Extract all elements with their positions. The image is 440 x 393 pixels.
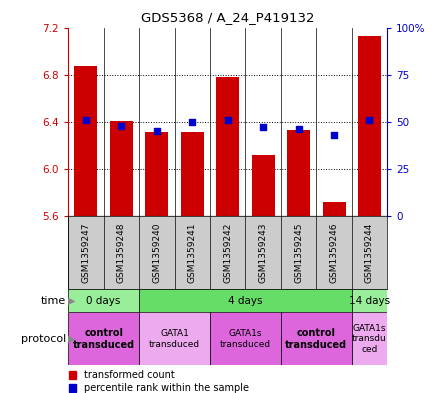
Bar: [216, 77, 239, 216]
Bar: [68, 312, 139, 365]
Text: GSM1359242: GSM1359242: [223, 222, 232, 283]
Text: GSM1359248: GSM1359248: [117, 222, 126, 283]
Bar: [323, 202, 345, 216]
Bar: [287, 130, 310, 216]
Title: GDS5368 / A_24_P419132: GDS5368 / A_24_P419132: [141, 11, 315, 24]
Text: control
transduced: control transduced: [285, 328, 347, 350]
Text: GSM1359246: GSM1359246: [330, 222, 338, 283]
Text: GSM1359241: GSM1359241: [188, 222, 197, 283]
Point: [295, 126, 302, 132]
Text: GSM1359244: GSM1359244: [365, 222, 374, 283]
Bar: [74, 66, 97, 216]
Text: 14 days: 14 days: [349, 296, 390, 306]
Bar: [139, 312, 210, 365]
Text: protocol: protocol: [21, 334, 66, 344]
Point: [189, 119, 196, 125]
Bar: [139, 289, 352, 312]
Text: GATA1
transduced: GATA1 transduced: [149, 329, 200, 349]
Text: 0 days: 0 days: [86, 296, 121, 306]
Bar: [358, 36, 381, 216]
Point: [366, 117, 373, 123]
Legend: transformed count, percentile rank within the sample: transformed count, percentile rank withi…: [69, 370, 249, 393]
Text: ▶: ▶: [68, 334, 75, 344]
Point: [82, 117, 89, 123]
Text: control
transduced: control transduced: [73, 328, 135, 350]
Point: [224, 117, 231, 123]
Point: [118, 123, 125, 129]
Bar: [110, 121, 133, 216]
Bar: [181, 132, 204, 216]
Bar: [210, 312, 281, 365]
Text: GSM1359243: GSM1359243: [259, 222, 268, 283]
Text: GATA1s
transduced: GATA1s transduced: [220, 329, 271, 349]
Bar: [352, 289, 387, 312]
Point: [330, 132, 337, 138]
Text: GSM1359240: GSM1359240: [152, 222, 161, 283]
Bar: [145, 132, 169, 216]
Bar: [352, 312, 387, 365]
Text: GSM1359247: GSM1359247: [81, 222, 91, 283]
Text: GATA1s
transdu
ced: GATA1s transdu ced: [352, 324, 387, 354]
Text: time: time: [41, 296, 66, 306]
Text: 4 days: 4 days: [228, 296, 263, 306]
Point: [153, 128, 160, 134]
Text: ▶: ▶: [68, 296, 75, 306]
Text: GSM1359245: GSM1359245: [294, 222, 303, 283]
Bar: [68, 289, 139, 312]
Bar: [252, 155, 275, 216]
Bar: [281, 312, 352, 365]
Point: [260, 124, 267, 130]
